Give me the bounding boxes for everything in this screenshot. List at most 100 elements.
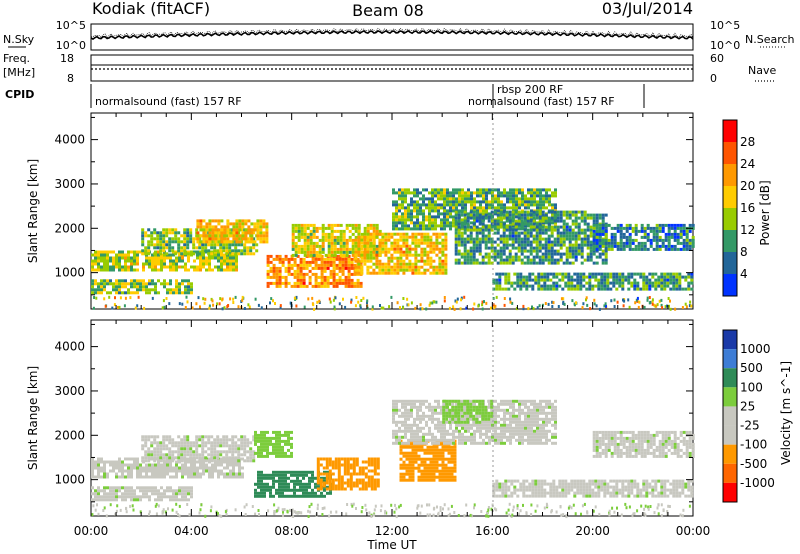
data-cell bbox=[223, 472, 226, 476]
data-cell bbox=[130, 265, 133, 269]
data-cell bbox=[106, 268, 109, 272]
data-cell bbox=[598, 241, 602, 245]
data-cell bbox=[360, 250, 364, 254]
y-tick-label: 1000 bbox=[54, 266, 85, 280]
data-cell bbox=[413, 194, 416, 198]
data-cell bbox=[183, 435, 187, 439]
data-cell bbox=[259, 219, 263, 223]
data-cell bbox=[500, 200, 503, 204]
data-cell bbox=[537, 278, 541, 282]
data-cell bbox=[434, 209, 437, 213]
data-cell bbox=[350, 272, 354, 276]
data-cell bbox=[109, 259, 112, 263]
data-cell bbox=[511, 234, 515, 238]
data-cell bbox=[291, 238, 295, 242]
data-cell bbox=[402, 306, 405, 310]
data-cell bbox=[518, 206, 521, 210]
data-cell bbox=[187, 489, 190, 493]
data-cell bbox=[202, 231, 206, 235]
data-cell bbox=[360, 268, 364, 272]
data-cell bbox=[97, 463, 100, 467]
data-cell bbox=[312, 250, 316, 254]
data-cell bbox=[332, 260, 336, 264]
data-cell bbox=[523, 219, 527, 223]
data-cell bbox=[660, 287, 664, 291]
data-cell bbox=[121, 463, 124, 467]
data-cell bbox=[387, 271, 391, 275]
data-cell bbox=[346, 466, 350, 470]
data-cell bbox=[580, 243, 584, 247]
data-cell bbox=[340, 484, 344, 488]
data-cell bbox=[366, 299, 369, 303]
data-cell bbox=[452, 194, 455, 198]
data-cell bbox=[517, 255, 521, 259]
data-cell bbox=[479, 200, 482, 204]
data-cell bbox=[320, 266, 324, 270]
data-cell bbox=[454, 219, 458, 223]
data-cell bbox=[220, 231, 224, 235]
data-cell bbox=[211, 463, 214, 467]
data-cell bbox=[207, 252, 211, 256]
data-cell bbox=[642, 281, 646, 285]
data-cell bbox=[147, 246, 151, 250]
data-cell bbox=[508, 219, 512, 223]
data-cell bbox=[429, 301, 432, 305]
data-cell bbox=[165, 228, 169, 232]
data-cell bbox=[178, 265, 181, 269]
data-cell bbox=[332, 298, 335, 302]
data-cell bbox=[103, 253, 106, 257]
data-cell bbox=[162, 459, 166, 463]
data-cell bbox=[291, 226, 295, 230]
data-cell bbox=[235, 222, 239, 226]
data-cell bbox=[637, 229, 641, 233]
data-cell bbox=[186, 243, 190, 247]
data-cell bbox=[323, 269, 327, 273]
data-cell bbox=[343, 460, 347, 464]
data-cell bbox=[213, 459, 217, 463]
data-cell bbox=[172, 291, 175, 295]
data-cell bbox=[672, 287, 676, 291]
data-cell bbox=[401, 227, 404, 231]
data-cell bbox=[568, 231, 572, 235]
data-cell bbox=[440, 197, 443, 201]
data-cell bbox=[287, 454, 290, 458]
data-cell bbox=[492, 297, 495, 300]
data-cell bbox=[272, 272, 276, 276]
data-cell bbox=[314, 272, 318, 276]
data-cell bbox=[175, 288, 178, 292]
data-cell bbox=[353, 281, 357, 285]
data-cell bbox=[528, 272, 532, 276]
data-cell bbox=[91, 469, 94, 473]
data-cell bbox=[213, 438, 217, 442]
data-cell bbox=[195, 435, 199, 439]
data-cell bbox=[503, 191, 506, 195]
data-cell bbox=[481, 219, 485, 223]
data-cell bbox=[354, 271, 358, 275]
data-cell bbox=[505, 213, 509, 217]
data-cell bbox=[130, 256, 133, 260]
data-cell bbox=[275, 275, 279, 279]
data-cell bbox=[559, 243, 563, 247]
data-cell bbox=[284, 281, 288, 285]
data-cell bbox=[390, 265, 394, 269]
data-cell bbox=[124, 285, 127, 289]
data-cell bbox=[585, 287, 589, 291]
data-cell bbox=[326, 263, 330, 267]
data-cell bbox=[257, 479, 260, 483]
data-cell bbox=[493, 231, 497, 235]
data-cell bbox=[466, 240, 470, 244]
data-cell bbox=[633, 287, 637, 291]
data-cell bbox=[535, 240, 539, 244]
data-cell bbox=[225, 450, 229, 454]
data-cell bbox=[522, 281, 526, 285]
data-cell bbox=[323, 260, 327, 264]
data-cell bbox=[309, 232, 313, 236]
data-cell bbox=[91, 460, 94, 464]
data-cell bbox=[109, 279, 112, 283]
data-cell bbox=[685, 241, 689, 245]
data-cell bbox=[148, 259, 151, 263]
data-cell bbox=[687, 284, 691, 288]
data-cell bbox=[375, 235, 379, 239]
data-cell bbox=[353, 263, 357, 267]
data-cell bbox=[118, 256, 121, 260]
